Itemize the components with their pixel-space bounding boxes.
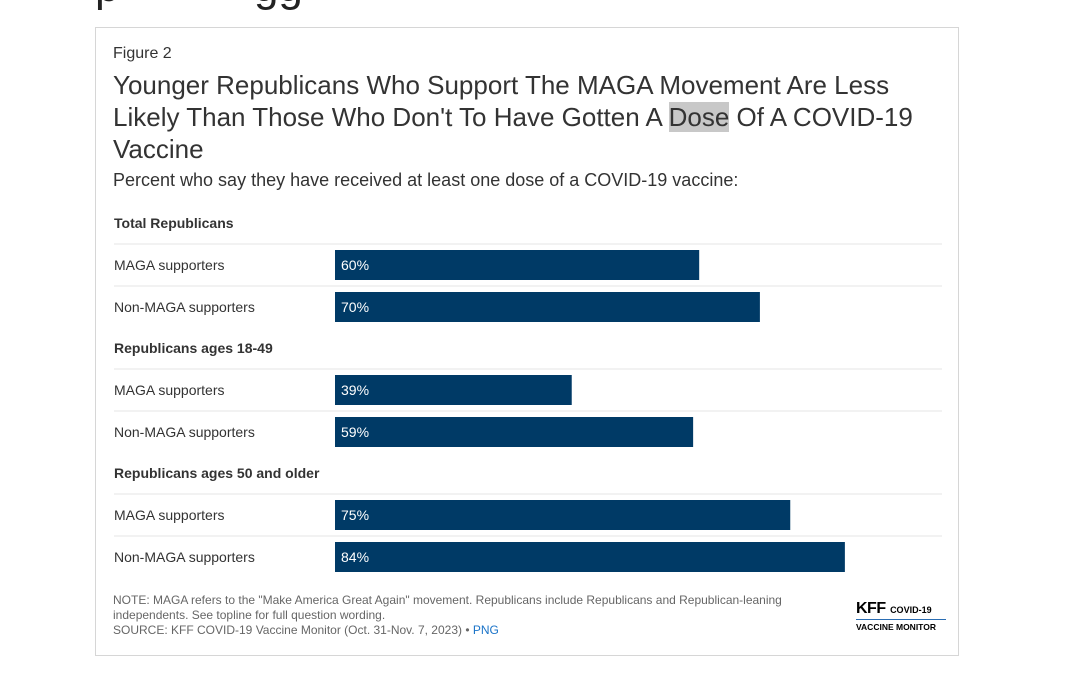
data-label: 60%	[341, 257, 369, 273]
chart-subtitle: Percent who say they have received at le…	[113, 170, 739, 190]
logo-brand: KFF	[856, 600, 886, 617]
row-label: MAGA supporters	[114, 507, 225, 523]
group-label: Republicans ages 50 and older	[114, 465, 320, 481]
data-label: 39%	[341, 382, 369, 398]
row-label: Non-MAGA supporters	[114, 549, 255, 565]
source-text: SOURCE: KFF COVID-19 Vaccine Monitor (Oc…	[113, 623, 470, 637]
bar-chart: Total Republicans MAGA supporters 60% Non-M…	[114, 215, 942, 572]
title-highlight: Dose	[668, 102, 730, 132]
figure-card: Figure 2 Younger Republicans Who Support…	[95, 27, 959, 656]
chart-title: Younger Republicans Who Support The MAGA…	[113, 69, 943, 165]
note-text: NOTE: MAGA refers to the "Make America G…	[113, 593, 782, 622]
chart-note: NOTE: MAGA refers to the "Make America G…	[113, 593, 813, 638]
data-label: 75%	[341, 507, 369, 523]
bar	[335, 417, 694, 447]
data-label: 59%	[341, 424, 369, 440]
data-label: 84%	[341, 549, 369, 565]
bar	[335, 500, 791, 530]
row-label: MAGA supporters	[114, 382, 225, 398]
bar	[335, 250, 700, 280]
kff-logo: KFF COVID-19 VACCINE MONITOR	[856, 600, 946, 632]
figure-label: Figure 2	[113, 45, 172, 62]
bar	[335, 542, 845, 572]
row-label: Non-MAGA supporters	[114, 424, 255, 440]
bar	[335, 375, 572, 405]
group-label: Total Republicans	[114, 215, 234, 231]
title-text: Of A COVID-19 Vaccine	[113, 102, 913, 164]
row-label: MAGA supporters	[114, 257, 225, 273]
data-label: 70%	[341, 299, 369, 315]
logo-line1: COVID-19	[890, 605, 932, 615]
page-heading-cut: p gg	[95, 0, 303, 12]
png-link[interactable]: PNG	[472, 623, 499, 637]
group-label: Republicans ages 18-49	[114, 340, 273, 356]
row-label: Non-MAGA supporters	[114, 299, 255, 315]
bar	[335, 292, 760, 322]
title-text: Younger Republicans Who Support The MAGA…	[113, 70, 890, 132]
logo-line2: VACCINE MONITOR	[856, 619, 946, 632]
